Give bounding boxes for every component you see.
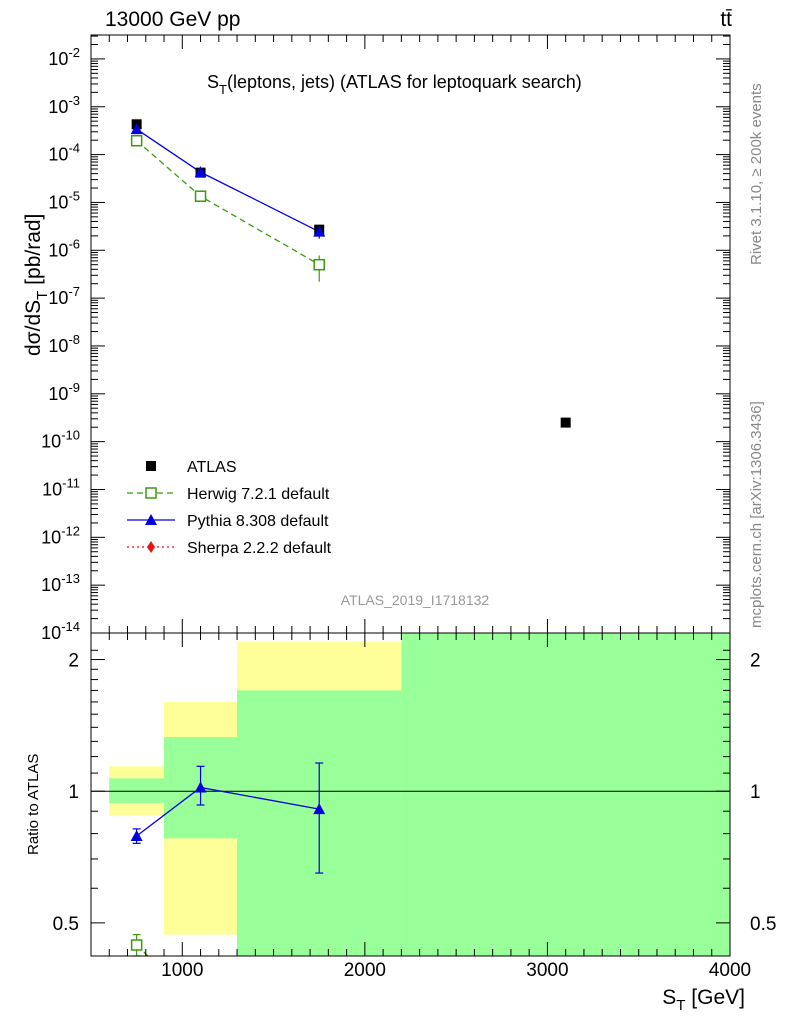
rivet-label: Rivet 3.1.10, ≥ 200k events — [748, 83, 765, 265]
main-y-tick-labels: 10-2 10-3 10-4 10-5 10-6 10-7 10-8 10-9 10-10 10-… — [41, 45, 80, 643]
legend-marker-atlas — [146, 461, 156, 471]
ratio-inner-band — [401, 633, 730, 956]
ratio-plot-panel: 0.5 0.5 1 1 2 2 1000 2000 3000 4000 Ratio to ATLA… — [25, 632, 777, 1014]
x-axis-label: ST [GeV] — [662, 986, 745, 1014]
ratio-plot-frame — [90, 632, 731, 957]
x-tick-label: 1000 — [161, 960, 203, 981]
y-tick-label: 10-3 — [48, 93, 80, 117]
herwig-ratio-line — [136, 944, 149, 956]
legend-label-pythia: Pythia 8.308 default — [187, 513, 329, 530]
y-tick-label: 10-10 — [41, 428, 80, 452]
energy-label: 13000 GeV pp — [105, 8, 240, 31]
legend-marker-sherpa — [147, 541, 155, 553]
herwig-ratio-point — [130, 939, 143, 951]
y-tick-label: 10-5 — [48, 188, 80, 212]
ratio-y-tick-label: 1 — [68, 782, 79, 803]
ratio-inner-band — [109, 778, 165, 803]
y-tick-label: 10-8 — [48, 332, 80, 356]
ratio-tick-labels: 0.5 0.5 1 1 2 2 1000 2000 3000 4000 — [53, 651, 777, 981]
ratio-uncertainty-bands — [109, 633, 730, 956]
y-tick-label: 10-11 — [42, 475, 80, 499]
legend: ATLAS Herwig 7.2.1 default Pythia 8.308 de… — [127, 459, 332, 557]
analysis-watermark: ATLAS_2019_I1718132 — [341, 592, 490, 608]
ratio-y-axis-label: Ratio to ATLAS — [25, 754, 42, 855]
herwig-point — [130, 134, 143, 147]
y-tick-label: 10-12 — [41, 523, 80, 547]
y-tick-label: 10-2 — [48, 45, 80, 69]
pythia-point — [194, 166, 207, 178]
ratio-y-tick-label: 0.5 — [53, 914, 79, 935]
main-plot-title: ST(leptons, jets) (ATLAS for leptoquark … — [207, 72, 582, 97]
main-y-axis-label: dσ/dST [pb/rad] — [22, 214, 51, 356]
herwig-point — [313, 258, 325, 271]
process-label: tt̄ — [720, 8, 732, 31]
pythia-line — [136, 128, 320, 233]
x-tick-label: 4000 — [709, 960, 751, 981]
ratio-axis-ticks — [91, 633, 731, 956]
ratio-y-tick-label-right: 1 — [750, 782, 761, 803]
pythia-point — [313, 225, 326, 237]
y-tick-label: 10-6 — [48, 236, 80, 260]
ratio-y-tick-label-right: 2 — [750, 651, 761, 672]
y-tick-label: 10-13 — [41, 571, 80, 595]
y-tick-label: 10-4 — [48, 141, 80, 165]
main-axis-ticks — [91, 35, 731, 634]
pythia-ratio-point — [313, 803, 326, 815]
legend-marker-herwig — [145, 487, 157, 499]
legend-label-sherpa: Sherpa 2.2.2 default — [187, 540, 332, 557]
pythia-point — [130, 123, 143, 135]
y-tick-label: 10-14 — [41, 619, 80, 643]
mcplots-label: mcplots.cern.ch [arXiv:1306.3436] — [748, 401, 765, 628]
x-tick-label: 2000 — [344, 960, 386, 981]
main-plot-panel: 10-2 10-3 10-4 10-5 10-6 10-7 10-8 10-9 10-10 10-… — [22, 34, 731, 643]
y-tick-label: 10-7 — [48, 284, 80, 308]
legend-label-atlas: ATLAS — [187, 459, 237, 476]
ratio-data-marks — [130, 762, 326, 957]
legend-label-herwig: Herwig 7.2.1 default — [187, 486, 330, 503]
pythia-ratio-point — [194, 781, 207, 793]
pythia-ratio-point — [130, 829, 143, 841]
herwig-line — [136, 140, 320, 266]
atlas-point — [560, 417, 571, 428]
ratio-y-tick-label-right: 0.5 — [750, 914, 776, 935]
ratio-y-tick-label: 2 — [68, 651, 79, 672]
x-tick-label: 3000 — [526, 960, 568, 981]
legend-marker-pythia — [145, 514, 157, 525]
y-tick-label: 10-9 — [48, 380, 80, 404]
herwig-point — [194, 190, 207, 202]
main-data-marks — [130, 119, 571, 428]
